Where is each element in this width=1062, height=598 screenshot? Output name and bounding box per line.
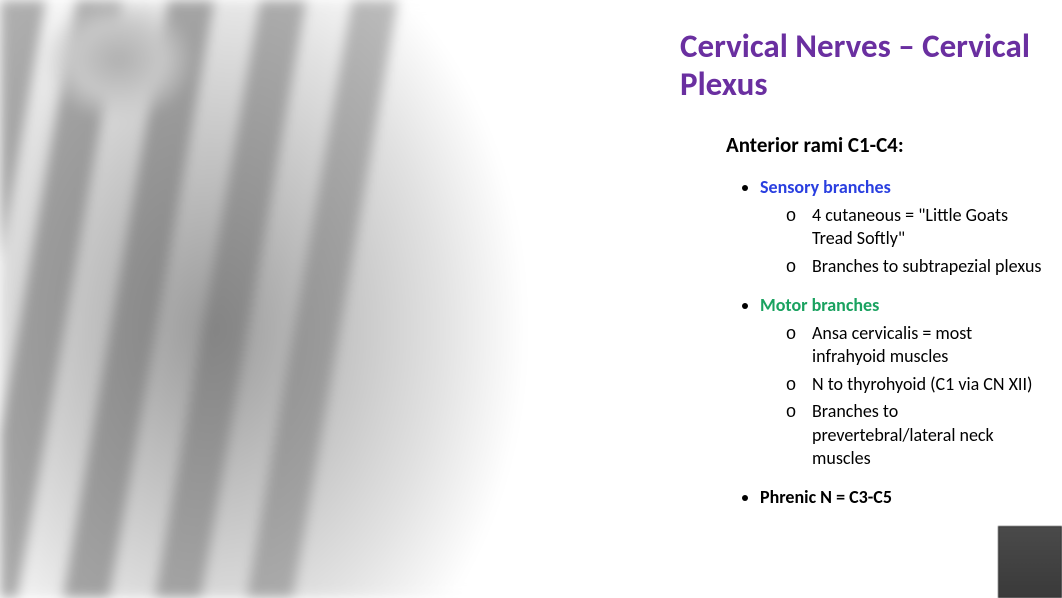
bullet-sensory: Sensory branches 4 cutaneous = "Little G… <box>760 176 1044 278</box>
motor-sublist: Ansa cervicalis = most infrahyoid muscle… <box>760 322 1044 470</box>
slide-title: Cervical Nerves – Cervical Plexus <box>680 28 1044 104</box>
list-item: Branches to prevertebral/lateral neck mu… <box>786 400 1044 470</box>
sensory-sublist: 4 cutaneous = "Little Goats Tread Softly… <box>760 204 1044 278</box>
list-item: 4 cutaneous = "Little Goats Tread Softly… <box>786 204 1044 251</box>
list-item: Ansa cervicalis = most infrahyoid muscle… <box>786 322 1044 369</box>
list-item: N to thyrohyoid (C1 via CN XII) <box>786 373 1044 396</box>
slide: Cervical Nerves – Cervical Plexus Anteri… <box>0 0 1062 598</box>
bullet-list: Sensory branches 4 cutaneous = "Little G… <box>680 176 1044 509</box>
anatomy-image <box>0 0 660 598</box>
slide-thumbnail-icon <box>998 526 1062 598</box>
bullet-motor: Motor branches Ansa cervicalis = most in… <box>760 294 1044 470</box>
text-pane: Cervical Nerves – Cervical Plexus Anteri… <box>660 0 1062 598</box>
bullet-phrenic: Phrenic N = C3-C5 <box>760 486 1044 508</box>
slide-subtitle: Anterior rami C1-C4: <box>726 132 1044 158</box>
sensory-label: Sensory branches <box>760 176 891 198</box>
phrenic-label: Phrenic N = C3-C5 <box>760 486 892 508</box>
list-item: Branches to subtrapezial plexus <box>786 255 1044 278</box>
motor-label: Motor branches <box>760 294 879 316</box>
